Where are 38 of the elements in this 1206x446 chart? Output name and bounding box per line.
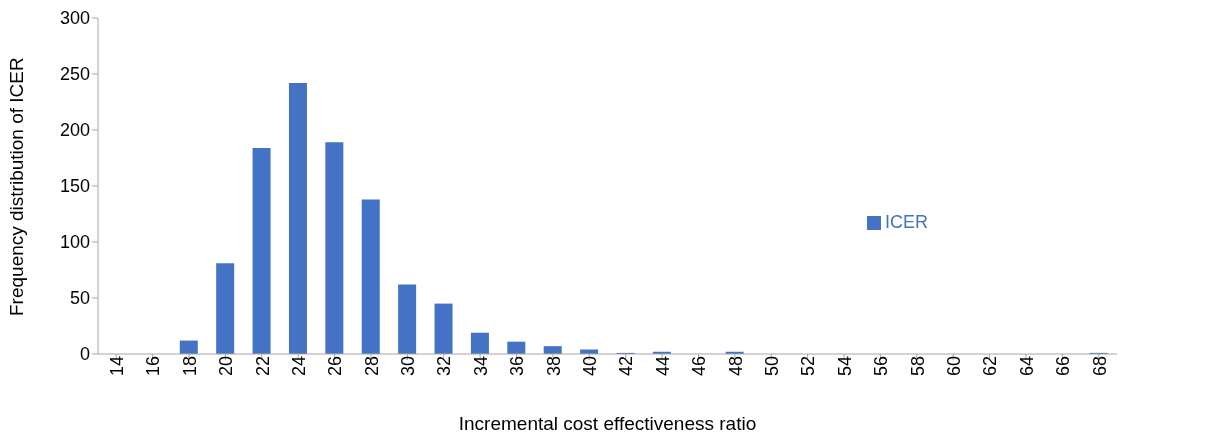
x-tick-label: 16 [143,356,164,377]
x-tick-label: 18 [179,356,200,377]
x-tick-label: 20 [216,356,237,377]
x-tick-label: 62 [980,356,1001,377]
y-tick-label: 150 [59,176,90,197]
x-tick-label: 68 [1089,356,1110,377]
x-tick-label: 36 [507,356,528,377]
x-tick-label: 46 [689,356,710,377]
x-tick-label: 64 [1016,356,1037,377]
x-tick-label: 32 [434,356,455,377]
x-tick-label: 14 [106,356,127,377]
x-tick-label: 56 [871,356,892,377]
x-tick-label: 40 [580,356,601,377]
x-tick-label: 26 [325,356,346,377]
x-tick-label: 24 [288,356,309,377]
y-tick-label: 200 [59,120,90,141]
x-tick-label: 52 [798,356,819,377]
x-tick-label: 48 [725,356,746,377]
x-tick-label: 42 [616,356,637,377]
y-axis-title: Frequency distribution of ICER [5,57,27,316]
legend-label: ICER [884,211,928,232]
x-tick-label: 22 [252,356,273,377]
x-tick-label: 34 [470,356,491,377]
x-tick-label: 38 [543,356,564,377]
y-tick-label: 50 [69,288,90,309]
x-tick-label: 28 [361,356,382,377]
x-tick-label: 66 [1053,356,1074,377]
x-tick-label: 50 [762,356,783,377]
x-axis-title: Incremental cost effectiveness ratio [458,413,757,434]
x-tick-label: 54 [834,356,855,377]
x-tick-label: 30 [398,356,419,377]
x-tick-label: 44 [652,356,673,377]
y-tick-label: 300 [59,8,90,29]
y-tick-label: 0 [79,344,90,365]
y-tick-label: 100 [59,232,90,253]
y-tick-label: 250 [59,64,90,85]
x-tick-label: 58 [907,356,928,377]
x-tick-label: 60 [944,356,964,377]
